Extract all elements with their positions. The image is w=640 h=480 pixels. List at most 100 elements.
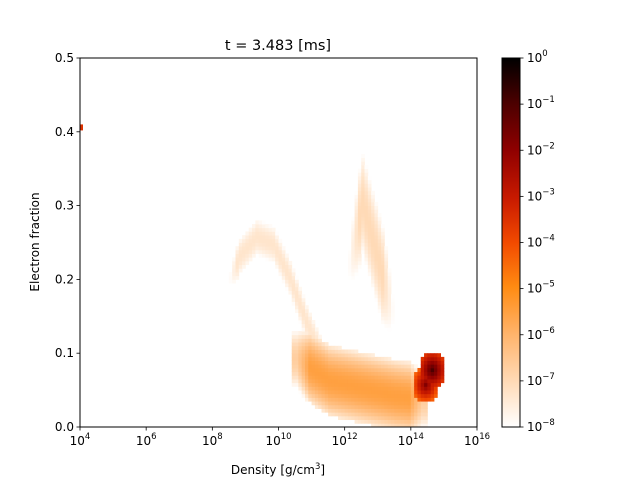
heatmap-cell — [357, 408, 362, 413]
heatmap-cell — [268, 246, 273, 251]
heatmap-cell — [381, 312, 385, 317]
heatmap-cell — [354, 268, 359, 273]
heatmap-cell — [367, 179, 372, 184]
heatmap-cell — [334, 367, 339, 373]
heatmap-cell — [420, 364, 425, 369]
heatmap-cell — [291, 272, 296, 277]
heatmap-cell — [361, 367, 365, 373]
heatmap-cell — [301, 375, 306, 380]
heatmap-cell — [367, 198, 372, 203]
heatmap-cell — [242, 238, 246, 243]
heatmap-cell — [364, 415, 369, 421]
heatmap-cell — [390, 390, 395, 395]
heatmap-cell — [238, 253, 243, 258]
heatmap-cell — [381, 290, 385, 295]
heatmap-cell — [424, 423, 428, 427]
heatmap-cell — [397, 364, 402, 369]
heatmap-cell — [298, 382, 303, 387]
heatmap-cell — [235, 272, 240, 277]
heatmap-cell — [361, 227, 365, 232]
heatmap-cell — [354, 393, 359, 398]
colorbar-tick-label: 100 — [527, 49, 548, 65]
heatmap-cell — [361, 390, 365, 395]
heatmap-cell — [295, 283, 299, 288]
heatmap-cell — [377, 238, 382, 243]
heatmap-cell — [407, 360, 412, 365]
heatmap-cell — [252, 253, 256, 258]
heatmap-cell — [304, 397, 309, 402]
heatmap-cell — [394, 393, 398, 398]
heatmap-cell — [291, 334, 296, 339]
heatmap-cell — [414, 375, 418, 380]
heatmap-cell — [295, 342, 299, 347]
heatmap-cell — [407, 408, 412, 413]
heatmap-cell — [410, 419, 415, 424]
heatmap-cell — [394, 397, 398, 402]
heatmap-cell — [235, 253, 240, 258]
heatmap-cell — [344, 379, 349, 384]
heatmap-cell — [397, 367, 402, 373]
heatmap-cell — [364, 216, 369, 221]
heatmap-cell — [364, 179, 369, 184]
heatmap-cell — [371, 275, 375, 280]
heatmap-cell — [367, 367, 372, 373]
heatmap-cell — [371, 249, 375, 254]
heatmap-cell — [384, 264, 389, 269]
y-tick-label: 0.0 — [55, 420, 74, 434]
heatmap-cell — [242, 246, 246, 251]
heatmap-cell — [311, 382, 316, 387]
heatmap-cell — [344, 390, 349, 395]
heatmap-cell — [255, 246, 260, 251]
heatmap-cell — [347, 272, 352, 277]
heatmap-cell — [338, 415, 342, 421]
heatmap-cell — [381, 415, 385, 421]
heatmap-cell — [318, 375, 322, 380]
heatmap-cell — [321, 349, 326, 354]
heatmap-cell — [351, 367, 355, 373]
heatmap-cell — [387, 401, 392, 406]
heatmap-cell — [433, 364, 438, 369]
heatmap-cell — [357, 419, 362, 424]
heatmap-cell — [331, 404, 336, 409]
heatmap-cell — [331, 375, 336, 380]
heatmap-cell — [347, 260, 352, 266]
heatmap-cell — [361, 187, 365, 192]
heatmap-cell — [344, 371, 349, 376]
heatmap-cell — [291, 279, 296, 284]
heatmap-cell — [361, 172, 365, 177]
heatmap-cell — [377, 242, 382, 247]
heatmap-cell — [361, 404, 365, 409]
heatmap-cell — [371, 242, 375, 247]
heatmap-cell — [381, 286, 385, 291]
heatmap-cell — [228, 279, 233, 284]
heatmap-cell — [334, 408, 339, 413]
heatmap-cell — [281, 257, 286, 262]
heatmap-cell — [298, 305, 303, 310]
heatmap-cell — [295, 379, 299, 384]
heatmap-cell — [390, 412, 395, 417]
heatmap-cell — [258, 235, 263, 240]
heatmap-cell — [420, 393, 425, 398]
heatmap-cell — [344, 397, 349, 402]
heatmap-cell — [371, 198, 375, 203]
heatmap-cell — [248, 257, 253, 262]
heatmap-cell — [295, 286, 299, 291]
heatmap-cell — [324, 367, 329, 373]
heatmap-cell — [364, 353, 369, 358]
heatmap-cell — [321, 397, 326, 402]
heatmap-cell — [364, 165, 369, 170]
heatmap-cell — [328, 401, 332, 406]
heatmap-cell — [328, 390, 332, 395]
heatmap-cell — [357, 187, 362, 192]
heatmap-cell — [271, 249, 276, 254]
heatmap-cell — [304, 338, 309, 343]
heatmap-cell — [311, 393, 316, 398]
heatmap-cell — [258, 246, 263, 251]
heatmap-cell — [328, 397, 332, 402]
heatmap-cell — [377, 379, 382, 384]
heatmap-cell — [437, 375, 442, 380]
heatmap-cell — [377, 260, 382, 266]
heatmap-cell — [334, 382, 339, 387]
heatmap-cell — [374, 216, 379, 221]
heatmap-cell — [364, 231, 369, 236]
